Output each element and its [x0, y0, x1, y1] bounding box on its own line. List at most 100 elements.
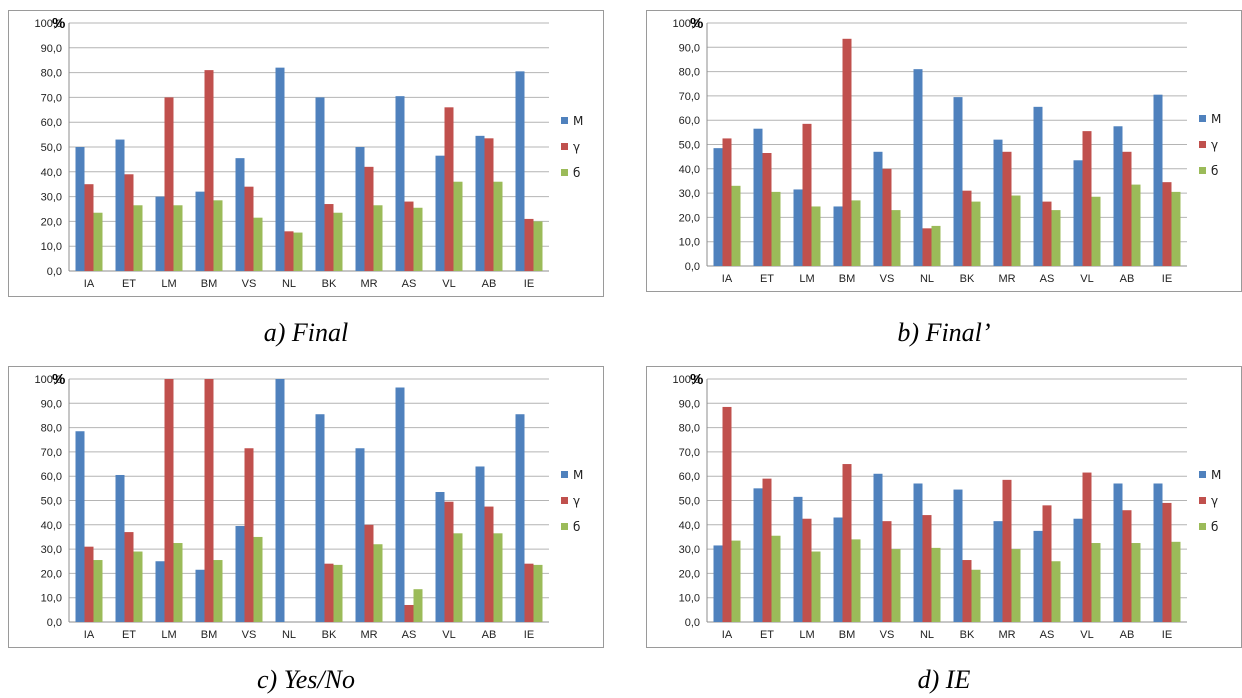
bar-gamma	[484, 506, 494, 622]
chart-svg: 0,0 10,0 20,0 30,0 40,0 50,0 60,0 70,0 80,0 90,0 1…	[672, 15, 1221, 285]
legend-label: γ	[573, 494, 580, 508]
bar-m	[833, 517, 843, 622]
bar-m	[713, 148, 723, 266]
legend-swatch	[561, 169, 568, 176]
bar-gamma	[1162, 182, 1172, 266]
bar-m	[515, 414, 525, 622]
bar-gamma	[364, 166, 374, 271]
chart-caption-ie: d) IE	[917, 665, 971, 694]
y-tick-label: 30,0	[679, 544, 700, 556]
bar-m	[953, 97, 963, 267]
x-tick-label: AS	[1040, 273, 1055, 285]
x-tick-label: ET	[122, 278, 136, 290]
x-tick-label: VL	[442, 629, 455, 641]
y-tick-label: 30,0	[41, 192, 62, 204]
x-tick-label: VS	[242, 629, 257, 641]
bar-b	[811, 551, 821, 622]
legend-swatch	[561, 471, 568, 478]
bar-gamma	[802, 123, 812, 266]
legend-label: б	[1211, 520, 1218, 534]
legend-swatch	[561, 143, 568, 150]
bar-b	[1171, 191, 1181, 266]
x-tick-label: ET	[122, 629, 136, 641]
y-tick-label: 30,0	[679, 188, 700, 200]
bar-m	[435, 491, 445, 622]
bar-b	[931, 547, 941, 622]
y-tick-label: 80,0	[679, 67, 700, 79]
bar-m	[395, 96, 405, 271]
bar-gamma	[404, 604, 414, 622]
bar-m	[1113, 126, 1123, 267]
x-tick-label: BM	[201, 629, 218, 641]
y-tick-label: 90,0	[41, 398, 62, 410]
bar-m	[155, 196, 165, 271]
bar-gamma	[882, 168, 892, 266]
bar-gamma	[124, 532, 134, 622]
y-tick-label: 60,0	[41, 117, 62, 129]
x-tick-label: BK	[960, 273, 975, 285]
y-tick-label: 80,0	[41, 68, 62, 80]
x-tick-label: AB	[482, 629, 497, 641]
bar-gamma	[962, 560, 972, 622]
bar-b	[253, 217, 263, 271]
x-tick-label: IE	[524, 629, 534, 641]
y-tick-label: 0,0	[685, 617, 700, 629]
bar-m	[1153, 483, 1163, 622]
unit-label: %	[52, 15, 65, 32]
bar-gamma	[1082, 131, 1092, 266]
chart-panel-final-prime: 0,0 10,0 20,0 30,0 40,0 50,0 60,0 70,0 80,0 90,0 1…	[646, 10, 1242, 292]
y-tick-label: 100,0	[34, 18, 62, 30]
x-tick-label: NL	[282, 629, 296, 641]
bar-m	[1033, 530, 1043, 622]
bar-b	[373, 544, 383, 622]
bar-b	[1091, 543, 1101, 622]
y-tick-label: 0,0	[47, 617, 62, 629]
x-tick-label: IA	[84, 278, 95, 290]
x-tick-label: IA	[84, 629, 95, 641]
x-tick-label: AS	[1040, 629, 1055, 641]
x-tick-label: VL	[442, 278, 455, 290]
x-tick-label: IE	[1162, 273, 1172, 285]
y-tick-label: 20,0	[679, 568, 700, 580]
bar-b	[931, 225, 941, 266]
legend-swatch	[1199, 115, 1206, 122]
bar-gamma	[1162, 502, 1172, 622]
x-tick-label: VS	[880, 273, 895, 285]
y-tick-label: 0,0	[685, 261, 700, 273]
bar-b	[413, 207, 423, 271]
bar-gamma	[1042, 505, 1052, 622]
x-tick-label: MR	[998, 273, 1015, 285]
bar-b	[253, 536, 263, 622]
bar-m	[873, 151, 883, 266]
bar-b	[413, 589, 423, 622]
chart-caption-yes-no: c) Yes/No	[257, 665, 355, 694]
bar-m	[235, 526, 245, 622]
legend-label: б	[573, 520, 580, 534]
bar-m	[275, 67, 285, 271]
y-tick-label: 100,0	[672, 18, 700, 30]
bar-m	[993, 521, 1003, 622]
y-tick-label: 80,0	[679, 423, 700, 435]
bar-m	[275, 379, 285, 622]
bar-b	[851, 200, 861, 266]
unit-label: %	[52, 371, 65, 388]
bar-b	[811, 206, 821, 266]
bar-m	[753, 128, 763, 266]
y-tick-label: 20,0	[41, 568, 62, 580]
bar-gamma	[722, 138, 732, 266]
x-tick-label: BM	[839, 629, 856, 641]
bar-b	[493, 533, 503, 622]
x-tick-label: IE	[524, 278, 534, 290]
y-tick-label: 90,0	[679, 398, 700, 410]
y-tick-label: 40,0	[679, 164, 700, 176]
bar-gamma	[1002, 479, 1012, 622]
bar-m	[395, 387, 405, 622]
y-tick-label: 30,0	[41, 544, 62, 556]
bar-gamma	[524, 218, 534, 271]
bar-b	[1171, 541, 1181, 622]
legend-swatch	[561, 523, 568, 530]
y-tick-label: 50,0	[41, 142, 62, 154]
bar-gamma	[284, 231, 294, 271]
x-tick-label: LM	[799, 629, 814, 641]
x-tick-label: IE	[1162, 629, 1172, 641]
